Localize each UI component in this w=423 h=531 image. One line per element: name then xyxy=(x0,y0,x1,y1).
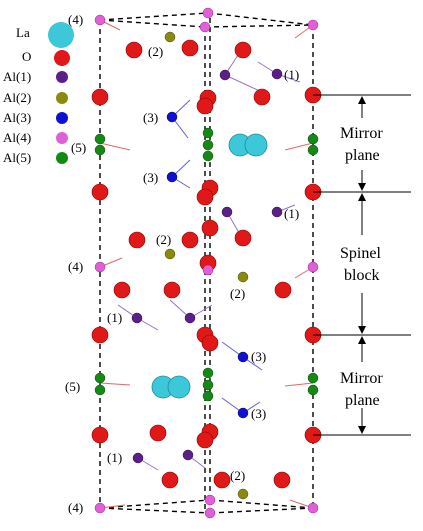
al4-atoms xyxy=(94,7,319,519)
legend-swatch-al2 xyxy=(56,92,68,104)
legend-swatch-al1 xyxy=(56,71,68,83)
dimension-arrows xyxy=(358,96,366,434)
o-atoms xyxy=(91,39,322,489)
site-label-bottom-1: (1) xyxy=(107,450,122,465)
legend-swatch-la xyxy=(48,22,74,48)
site-label-lower-3a: (3) xyxy=(251,349,266,364)
atoms xyxy=(91,7,322,519)
site-label-bottom-2: (2) xyxy=(230,468,245,483)
site-label-mid-2: (2) xyxy=(156,232,171,247)
legend-label-al4: Al(4) xyxy=(3,130,31,145)
site-label-lower-5: (5) xyxy=(65,379,80,394)
region-annotations: Mirror plane Spinel block Mirror plane xyxy=(340,125,383,409)
site-label-top-4: (4) xyxy=(68,12,83,27)
site-label-lower-3b: (3) xyxy=(251,406,266,421)
legend-swatch-o xyxy=(54,50,70,66)
site-label-top-2: (2) xyxy=(148,44,163,59)
legend-label-al1: Al(1) xyxy=(3,69,31,84)
legend-label-o: O xyxy=(22,49,31,64)
site-label-upper-1: (1) xyxy=(284,67,299,82)
site-label-lower-1: (1) xyxy=(107,310,122,325)
spinel-block-line2: block xyxy=(344,267,380,284)
site-labels: (4) (2) (1) (3) (5) (3) (1) (2) (4) (2) … xyxy=(65,12,299,515)
al5-atoms xyxy=(94,127,319,402)
mirror-plane-bottom-line2: plane xyxy=(345,392,380,409)
legend-swatch-al3 xyxy=(56,112,68,124)
mirror-plane-bottom-line1: Mirror xyxy=(340,370,383,387)
site-label-mid-2-lower: (2) xyxy=(230,286,245,301)
legend-label-la: La xyxy=(16,25,30,40)
site-label-upper-3a: (3) xyxy=(143,110,158,125)
al3-atoms xyxy=(166,111,249,419)
site-label-mid-4: (4) xyxy=(68,259,83,274)
al2-atoms xyxy=(164,31,249,500)
site-label-upper-3b: (3) xyxy=(143,170,158,185)
site-label-mid-1: (1) xyxy=(284,206,299,221)
legend: La O Al(1) Al(2) Al(3) Al(4) Al(5) xyxy=(3,22,74,165)
spinel-block-line1: Spinel xyxy=(340,245,381,262)
legend-swatch-al4 xyxy=(56,132,68,144)
mirror-plane-top-line1: Mirror xyxy=(340,125,383,142)
annotation-lines xyxy=(313,94,411,436)
legend-label-al2: Al(2) xyxy=(3,90,31,105)
legend-swatch-al5 xyxy=(56,152,68,164)
legend-label-al3: Al(3) xyxy=(3,110,31,125)
la-atoms xyxy=(151,133,268,399)
legend-label-al5: Al(5) xyxy=(3,150,31,165)
mirror-plane-top-line2: plane xyxy=(345,147,380,164)
site-label-bottom-4: (4) xyxy=(68,500,83,515)
al1-atoms xyxy=(131,68,283,464)
site-label-upper-5: (5) xyxy=(71,140,86,155)
